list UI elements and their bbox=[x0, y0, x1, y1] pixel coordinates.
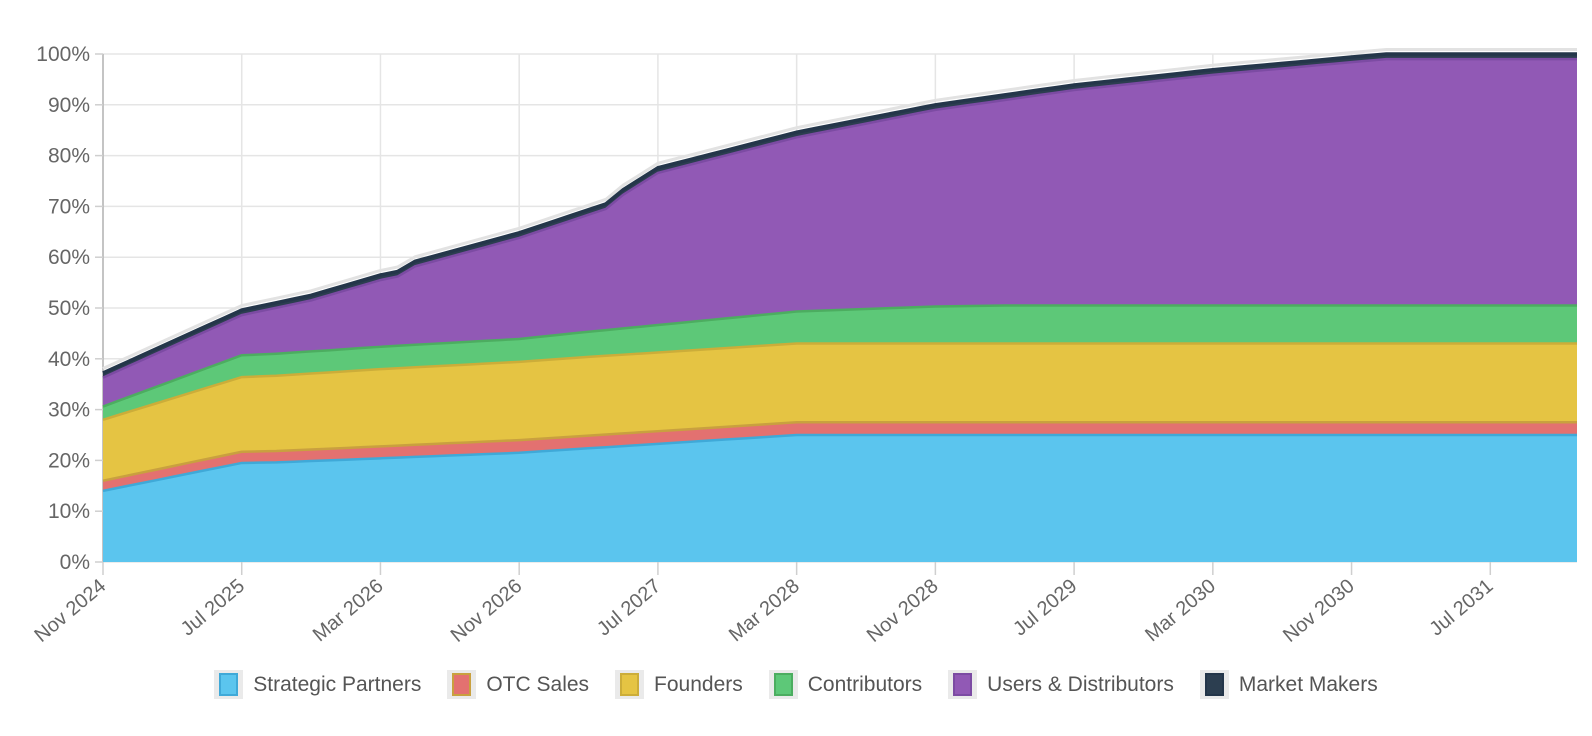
line-founders bbox=[102, 342, 1577, 421]
legend-item-otc-sales[interactable]: OTC Sales bbox=[447, 670, 589, 699]
legend-label: Founders bbox=[654, 672, 743, 696]
y-axis-labels: 0% 10% 20% 30% 40% 50% 60% 70% 80% 90% 100% bbox=[36, 43, 103, 574]
line-users-distributors bbox=[102, 57, 1577, 379]
x-tick-label: Jul 2025 bbox=[177, 575, 249, 640]
legend-item-strategic-partners[interactable]: Strategic Partners bbox=[214, 670, 421, 699]
y-tick-label: 70% bbox=[48, 195, 90, 218]
y-tick-label: 60% bbox=[48, 246, 90, 269]
y-tick-label: 80% bbox=[48, 145, 90, 168]
y-tick-label: 0% bbox=[60, 551, 90, 574]
legend-item-users-distributors[interactable]: Users & Distributors bbox=[948, 670, 1174, 699]
y-tick-label: 20% bbox=[48, 449, 90, 472]
chart-legend: Strategic Partners OTC Sales Founders Co… bbox=[0, 670, 1592, 699]
x-tick-label: Jul 2029 bbox=[1009, 575, 1081, 640]
legend-swatch bbox=[1199, 670, 1229, 699]
area-strategic-partners bbox=[103, 435, 1577, 562]
x-axis-labels: Nov 2024 Jul 2025 Mar 2026 Nov 2026 Jul 2027… bbox=[30, 562, 1498, 647]
x-tick-label: Mar 2026 bbox=[309, 575, 388, 646]
legend-item-contributors[interactable]: Contributors bbox=[768, 670, 923, 699]
line-strategic-partners bbox=[102, 433, 1577, 493]
line-contributors bbox=[102, 304, 1577, 408]
legend-swatch bbox=[948, 670, 978, 699]
top-halo-line bbox=[102, 48, 1577, 370]
y-tick-label: 40% bbox=[48, 348, 90, 371]
legend-swatch bbox=[615, 670, 645, 699]
legend-label: Market Makers bbox=[1238, 672, 1378, 696]
boundary-lines bbox=[102, 52, 1577, 493]
x-tick-label: Nov 2024 bbox=[30, 575, 110, 647]
line-market-makers bbox=[102, 52, 1577, 375]
legend-swatch bbox=[768, 670, 798, 699]
area-contributors bbox=[103, 305, 1577, 420]
legend-item-founders[interactable]: Founders bbox=[615, 670, 743, 699]
legend-item-market-makers[interactable]: Market Makers bbox=[1199, 670, 1378, 699]
plot-area[interactable]: 0% 10% 20% 30% 40% 50% 60% 70% 80% 90% 100% Nov 202… bbox=[0, 0, 1592, 660]
x-tick-label: Jul 2031 bbox=[1425, 575, 1497, 640]
area-founders bbox=[103, 343, 1577, 481]
legend-label: Users & Distributors bbox=[987, 672, 1174, 696]
line-otc-sales bbox=[102, 421, 1577, 482]
y-tick-label: 30% bbox=[48, 399, 90, 422]
legend-swatch bbox=[214, 670, 244, 699]
y-tick-label: 10% bbox=[48, 500, 90, 523]
area-users-distributors bbox=[103, 59, 1577, 407]
x-tick-label: Mar 2030 bbox=[1141, 575, 1220, 646]
y-tick-label: 50% bbox=[48, 297, 90, 320]
y-tick-label: 90% bbox=[48, 94, 90, 117]
x-tick-label: Nov 2030 bbox=[1279, 575, 1359, 647]
legend-label: OTC Sales bbox=[486, 672, 590, 696]
y-tick-label: 100% bbox=[36, 43, 90, 66]
x-tick-label: Jul 2027 bbox=[593, 575, 665, 640]
stacked-areas bbox=[103, 54, 1577, 562]
legend-label: Strategic Partners bbox=[253, 672, 422, 696]
legend-swatch bbox=[447, 670, 477, 699]
legend-label: Contributors bbox=[807, 672, 923, 696]
x-tick-label: Mar 2028 bbox=[725, 575, 804, 646]
x-tick-label: Nov 2028 bbox=[863, 575, 943, 647]
x-tick-label: Nov 2026 bbox=[447, 575, 527, 647]
